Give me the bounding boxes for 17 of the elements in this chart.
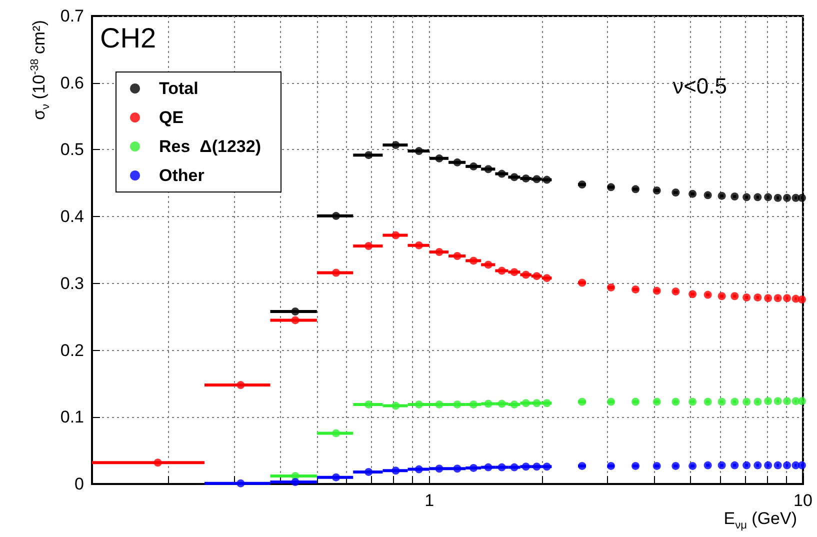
y-tick-label: 0.2 (60, 340, 84, 360)
y-tick-label: 0.4 (60, 207, 84, 226)
x-tick-label: 10 (794, 491, 812, 510)
legend-label: QE (159, 108, 184, 127)
x-tick-label: 1 (424, 491, 434, 510)
annotation: ν<0.5 (672, 74, 728, 98)
y-tick-label: 0 (74, 474, 84, 494)
y-tick-label: 0.5 (60, 140, 84, 160)
y-tick-label: 0.6 (60, 73, 84, 92)
annotation: CH2 (100, 22, 156, 54)
y-tick-label: 0.3 (60, 274, 84, 293)
legend-label: Other (159, 166, 205, 185)
legend-label: Total (159, 79, 198, 98)
x-axis-title: E$_{νμ}$ (GeV) (724, 509, 797, 532)
y-tick-label: 0.1 (60, 408, 84, 427)
legend-label: Res Δ(1232) (159, 137, 261, 156)
y-tick-label: 0.7 (60, 6, 84, 26)
